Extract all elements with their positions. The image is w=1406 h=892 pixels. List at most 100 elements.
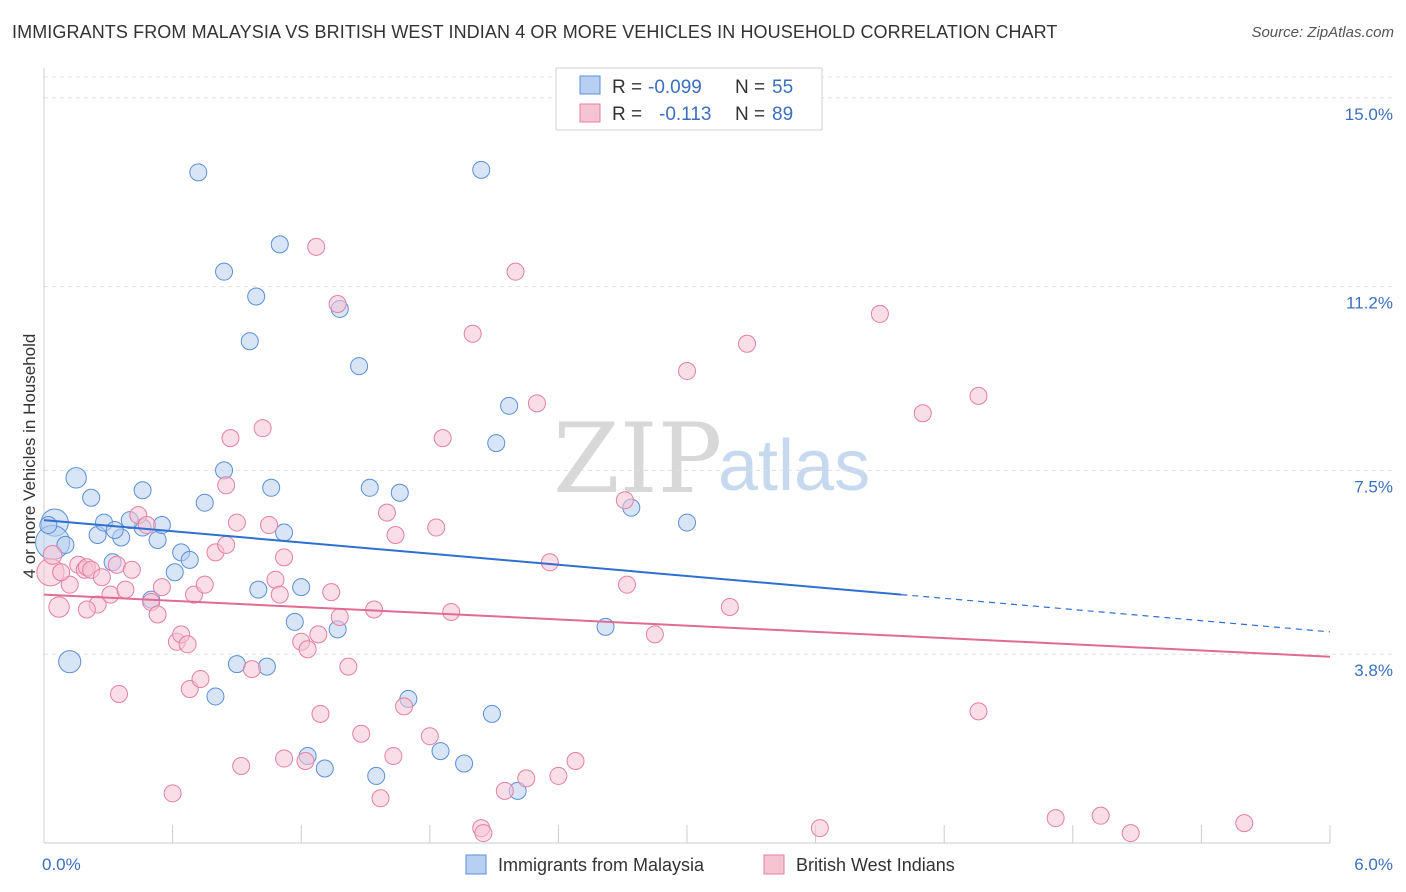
watermark-zip: ZIP: [553, 403, 722, 515]
bottom-legend-label-bwi: British West Indians: [796, 855, 955, 875]
malaysia-point: [455, 754, 474, 773]
bwi-point: [253, 419, 272, 438]
x-tick-label-min: 0.0%: [42, 855, 81, 874]
malaysia-point: [350, 357, 369, 376]
watermark-atlas: atlas: [718, 426, 870, 506]
bwi-point: [307, 237, 326, 256]
chart-title: IMMIGRANTS FROM MALAYSIA VS BRITISH WEST…: [12, 22, 1058, 42]
bwi-point: [309, 625, 328, 644]
bwi-point: [377, 503, 396, 522]
bwi-point: [101, 585, 120, 604]
trend-lines: [43, 519, 1331, 658]
series-bwi-points: [36, 237, 1254, 843]
bwi-point: [42, 545, 63, 565]
malaysia-point: [390, 483, 409, 502]
bwi-point: [92, 568, 111, 587]
malaysia-point: [247, 287, 266, 306]
legend-n-value-1: 55: [772, 77, 793, 98]
legend-n-value-2: 89: [772, 104, 793, 125]
malaysia-point: [58, 650, 82, 674]
trend-line-malaysia: [43, 519, 902, 596]
bwi-point: [275, 548, 294, 567]
bwi-point: [645, 625, 664, 644]
bwi-point: [433, 429, 452, 448]
malaysia-point: [195, 493, 214, 512]
bwi-point: [420, 727, 439, 746]
x-ticks: [43, 825, 1331, 843]
bwi-point: [474, 824, 493, 843]
legend-swatch-malaysia: [579, 75, 601, 95]
bwi-point: [137, 516, 156, 535]
malaysia-point: [292, 578, 311, 597]
bwi-point: [1091, 806, 1110, 825]
bwi-point: [517, 769, 536, 788]
bwi-point: [328, 294, 347, 313]
bwi-point: [1235, 814, 1254, 833]
bwi-point: [384, 747, 403, 766]
malaysia-point: [165, 563, 184, 582]
bwi-point: [495, 781, 514, 800]
malaysia-point: [367, 766, 386, 785]
y-tick-label: 15.0%: [1345, 105, 1393, 124]
correlation-legend: R = -0.099 N = 55 R = -0.113 N = 89: [555, 67, 823, 131]
bwi-point: [311, 704, 330, 723]
malaysia-point: [262, 478, 281, 497]
bwi-point: [48, 596, 70, 618]
malaysia-point: [431, 742, 450, 761]
bwi-point: [217, 476, 236, 495]
bwi-point: [217, 535, 236, 554]
y-axis-label: 4 or more Vehicles in Household: [20, 334, 39, 579]
legend-n-label-1: N =: [735, 77, 765, 98]
malaysia-point: [500, 396, 519, 415]
bwi-point: [266, 570, 285, 589]
bwi-point: [720, 598, 739, 617]
bwi-point: [221, 429, 240, 448]
bwi-point: [615, 491, 634, 510]
bottom-legend-label-malaysia: Immigrants from Malaysia: [498, 855, 705, 875]
bwi-point: [52, 563, 71, 582]
bwi-point: [163, 784, 182, 803]
bwi-point: [566, 752, 585, 771]
bwi-point: [549, 766, 568, 785]
bwi-point: [463, 324, 482, 343]
y-tick-label: 11.2%: [1346, 294, 1393, 313]
malaysia-point: [240, 332, 259, 351]
bwi-point: [232, 756, 251, 775]
malaysia-point: [270, 235, 289, 254]
bwi-point: [275, 749, 294, 768]
bwi-point: [296, 752, 315, 771]
bwi-point: [270, 585, 289, 604]
bwi-point: [395, 697, 414, 716]
malaysia-point: [65, 467, 87, 489]
legend-r-label-2: R =: [612, 104, 642, 125]
x-tick-label-max: 6.0%: [1354, 855, 1393, 874]
legend-r-label-1: R =: [612, 77, 642, 98]
bwi-point: [1046, 809, 1065, 828]
malaysia-point: [249, 580, 268, 599]
malaysia-point: [285, 612, 304, 631]
bwi-point: [227, 513, 246, 532]
bwi-point: [969, 702, 988, 721]
y-tick-label: 7.5%: [1354, 477, 1393, 496]
bwi-point: [527, 394, 546, 413]
bwi-point: [110, 684, 129, 703]
bwi-point: [870, 304, 889, 323]
malaysia-point: [315, 759, 334, 778]
bwi-point: [371, 789, 390, 808]
malaysia-point: [227, 655, 246, 674]
malaysia-point: [678, 513, 696, 532]
series-legend: Immigrants from Malaysia British West In…: [465, 854, 955, 875]
malaysia-point: [360, 478, 379, 497]
bwi-point: [107, 555, 126, 574]
malaysia-point: [206, 687, 225, 706]
legend-r-value-2: -0.113: [659, 104, 711, 125]
malaysia-point: [82, 488, 101, 507]
bwi-point: [913, 404, 932, 423]
bwi-point: [738, 334, 757, 353]
bwi-point: [191, 670, 210, 689]
malaysia-point: [215, 461, 234, 480]
malaysia-point: [39, 516, 58, 535]
malaysia-point: [487, 434, 506, 453]
bwi-point: [617, 575, 636, 594]
